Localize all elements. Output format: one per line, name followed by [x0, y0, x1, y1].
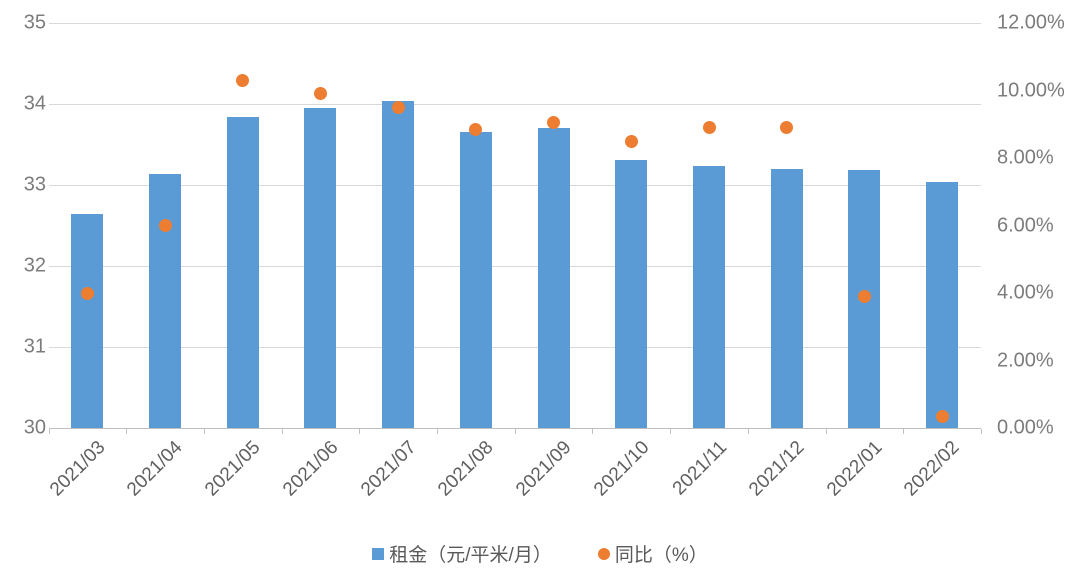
bar-2021-07	[382, 100, 415, 428]
legend-item-yoy: 同比（%）	[597, 540, 708, 567]
gridline-35	[48, 23, 981, 24]
legend-label-yoy: 同比（%）	[614, 545, 708, 566]
dot-2021-05	[236, 73, 250, 87]
x-axis-label-2021-06: 2021/06	[278, 437, 343, 501]
x-axis-label-2022-02: 2022/02	[900, 437, 965, 501]
bar-2021-10	[615, 159, 648, 428]
right-axis-label-8.00%: 8.00%	[997, 146, 1054, 169]
bar-2021-08	[459, 131, 492, 428]
x-axis-label-2021-05: 2021/05	[201, 437, 265, 501]
right-axis-label-0.00%: 0.00%	[997, 416, 1054, 439]
bar-2021-05	[226, 116, 259, 428]
gridline-31	[48, 347, 981, 348]
dot-2021-08	[469, 122, 483, 136]
x-axis-label-2021-04: 2021/04	[123, 437, 187, 501]
x-axis-tick-9	[747, 429, 749, 434]
x-axis-tick-7	[592, 429, 594, 434]
x-axis-label-2022-01: 2022/01	[822, 437, 887, 501]
gridline-33	[48, 185, 981, 186]
x-axis-label-2021-09: 2021/09	[512, 437, 576, 501]
x-axis-tick-11	[903, 429, 905, 434]
x-axis-tick-2	[203, 429, 205, 434]
dot-2021-04	[158, 219, 172, 232]
x-axis-tick-6	[514, 429, 516, 434]
legend-item-rent: 租金（元/平米/月）	[372, 540, 552, 567]
x-axis-tick-8	[670, 429, 672, 434]
bar-2022-02	[926, 181, 959, 428]
bar-2021-11	[693, 165, 726, 428]
bar-2021-09	[537, 128, 570, 428]
bar-2021-04	[149, 173, 182, 428]
left-axis-label-34: 34	[23, 92, 46, 115]
x-axis-tick-3	[281, 429, 283, 434]
x-axis-tick-5	[437, 429, 439, 434]
bar-2021-06	[304, 108, 337, 428]
dot-2021-12	[780, 121, 794, 135]
x-axis-tick-0	[48, 429, 50, 434]
x-axis-label-2021-07: 2021/07	[356, 437, 421, 501]
left-axis-label-32: 32	[23, 254, 46, 277]
x-axis-label-2021-08: 2021/08	[434, 437, 498, 501]
x-axis-tick-4	[359, 429, 361, 434]
x-axis-label-2021-12: 2021/12	[745, 437, 809, 501]
gridline-34	[48, 104, 981, 105]
right-axis-label-12.00%: 12.00%	[997, 11, 1065, 34]
x-axis-label-2021-10: 2021/10	[589, 437, 654, 501]
legend: 租金（元/平米/月） 同比（%）	[0, 540, 1080, 567]
dot-2021-06	[313, 87, 327, 101]
right-axis-label-10.00%: 10.00%	[997, 79, 1065, 101]
dot-2022-01	[857, 289, 871, 303]
dot-2021-09	[547, 116, 561, 130]
gridline-32	[48, 266, 981, 267]
left-axis-label-33: 33	[23, 173, 46, 196]
x-axis-tick-12	[981, 429, 982, 434]
legend-label-rent: 租金（元/平米/月）	[389, 545, 552, 566]
dot-2021-10	[624, 134, 638, 148]
dot-2021-11	[702, 121, 716, 135]
legend-square-swatch-rent	[372, 547, 385, 560]
bar-2021-03	[71, 214, 104, 428]
x-axis-tick-10	[825, 429, 827, 434]
dot-2022-02	[935, 409, 949, 423]
x-axis-label-2021-11: 2021/11	[668, 437, 731, 500]
left-axis-label-30: 30	[23, 416, 46, 439]
x-axis-line	[48, 428, 981, 429]
x-axis-tick-1	[126, 429, 128, 434]
bar-2021-12	[770, 168, 803, 428]
x-axis-label-2021-03: 2021/03	[45, 437, 110, 501]
right-axis-label-4.00%: 4.00%	[997, 281, 1054, 304]
dot-2021-03	[80, 286, 94, 300]
dot-2021-07	[391, 100, 405, 114]
left-axis-label-31: 31	[23, 335, 46, 358]
left-axis-label-35: 35	[23, 11, 46, 34]
right-axis-label-2.00%: 2.00%	[997, 349, 1054, 371]
legend-circle-swatch-yoy	[597, 547, 610, 560]
right-axis-label-6.00%: 6.00%	[997, 214, 1054, 236]
